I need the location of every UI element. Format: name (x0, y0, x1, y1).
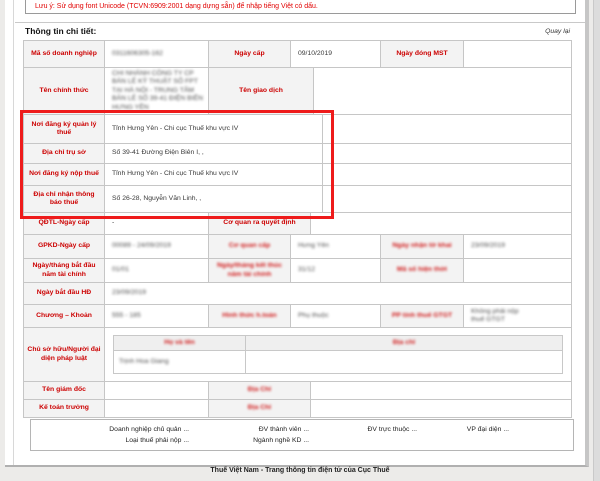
field-value (105, 400, 209, 418)
table-row: Chủ sở hữu/Người đại diện pháp luật Họ và… (24, 328, 572, 382)
table-row: Nơi đăng ký quản lý thuế Tỉnh Hưng Yên - … (24, 115, 572, 144)
related-link[interactable]: Loại thuế phải nộp ... (125, 437, 190, 444)
field-label: Hình thức h.toán (209, 305, 291, 328)
field-label: Kế toán trưởng (24, 400, 105, 418)
table-row: Ngày/tháng bắt đầu năm tài chính 01/01 Ngà… (24, 259, 572, 283)
field-value (311, 213, 572, 235)
owner-table-header: Họ và tên (114, 336, 246, 351)
field-value (105, 382, 209, 400)
field-label: QĐTL-Ngày cấp (24, 213, 105, 235)
table-row: Tên giám đốc Địa Chỉ (24, 382, 572, 400)
field-value: 01/01 (105, 259, 209, 283)
field-value: Không phải nộp thuế GTGT (464, 305, 572, 328)
table-row: Địa chỉ nhận thông báo thuế Số 26-28, Ngu… (24, 186, 572, 213)
field-value: - (105, 213, 209, 235)
field-label: Cơ quan cấp (209, 235, 291, 259)
owner-table-header: Địa chỉ (246, 336, 562, 351)
owner-representative-table-cell: Họ và tên Địa chỉ Trịnh Hoa Giang (105, 328, 572, 382)
field-value: CHI NHÁNH CÔNG TY CP BÁN LẺ KỸ THUẬT SỐ … (105, 68, 209, 115)
field-label: Ngày đóng MST (381, 41, 464, 68)
page-title: Thông tin chi tiết: (25, 26, 97, 36)
field-value: 09/10/2019 (291, 41, 381, 68)
field-label: Địa chỉ trụ sở (24, 144, 105, 164)
field-value (314, 68, 572, 115)
field-value: Phụ thuộc (291, 305, 381, 328)
field-label: Địa Chỉ (209, 400, 311, 418)
related-link[interactable]: ĐV trực thuộc ... (367, 426, 418, 433)
table-row: Kế toán trưởng Địa Chỉ (24, 400, 572, 418)
field-label: Mã số doanh nghiệp (24, 41, 105, 68)
field-value (311, 382, 572, 400)
table-row: Chương – Khoản 555 - 185 Hình thức h.toán P… (24, 305, 572, 328)
field-label: Nơi đăng ký nộp thuế (24, 164, 105, 186)
related-link[interactable]: Doanh nghiệp chủ quản ... (109, 426, 189, 433)
related-link[interactable]: Ngành nghề KD ... (253, 437, 309, 444)
field-value (464, 259, 572, 283)
field-label: Địa chỉ nhận thông báo thuế (24, 186, 105, 213)
field-value: Số 39-41 Đường Điện Biên I, , (105, 144, 323, 164)
field-label: Địa Chỉ (209, 382, 311, 400)
field-value: 0311606305-162 (105, 41, 209, 68)
field-label: GPKD-Ngày cấp (24, 235, 105, 259)
field-value: 23/09/2019 (105, 283, 572, 305)
table-row: Mã số doanh nghiệp 0311606305-162 Ngày cấp… (24, 41, 572, 68)
unicode-font-notice: Lưu ý: Sử dụng font Unicode (TCVN:6909:2… (25, 0, 576, 14)
field-label: Ngày/tháng bắt đầu năm tài chính (24, 259, 105, 283)
related-links-box: Doanh nghiệp chủ quản ... ĐV thành viên .… (30, 419, 574, 451)
field-label: PP tính thuế GTGT (381, 305, 464, 328)
field-label: Tên giám đốc (24, 382, 105, 400)
detail-table: Mã số doanh nghiệp 0311606305-162 Ngày cấp… (23, 40, 572, 418)
links-row: Doanh nghiệp chủ quản ... ĐV thành viên .… (31, 424, 573, 435)
field-label: Nơi đăng ký quản lý thuế (24, 115, 105, 144)
field-value: Số 26-28, Nguyễn Văn Linh, , (105, 186, 323, 213)
field-label: Chủ sở hữu/Người đại diện pháp luật (24, 328, 105, 382)
field-value (311, 400, 572, 418)
related-link[interactable]: VP đại diện ... (466, 426, 509, 433)
table-row: Ngày bắt đầu HĐ 23/09/2019 (24, 283, 572, 305)
related-link[interactable]: ĐV thành viên ... (258, 426, 309, 433)
field-label: Cơ quan ra quyết định (209, 213, 311, 235)
field-label: Tên chính thức (24, 68, 105, 115)
field-label: Ngày bắt đầu HĐ (24, 283, 105, 305)
table-row: QĐTL-Ngày cấp - Cơ quan ra quyết định (24, 213, 572, 235)
field-label: Chương – Khoản (24, 305, 105, 328)
field-label: Ngày/tháng kết thúc năm tài chính (209, 259, 291, 283)
field-value (323, 186, 572, 213)
field-label: Tên giao dịch (209, 68, 314, 115)
table-row: Nơi đăng ký nộp thuế Tỉnh Hưng Yên - Chi … (24, 164, 572, 186)
field-value (323, 115, 572, 144)
field-value: Tỉnh Hưng Yên - Chi cục Thuế khu vực IV (105, 115, 323, 144)
field-value (323, 144, 572, 164)
field-value: Tỉnh Hưng Yên - Chi cục Thuế khu vực IV (105, 164, 323, 186)
field-value: 00089 - 24/09/2019 (105, 235, 209, 259)
field-label: Mã số hiện thời (381, 259, 464, 283)
field-value (464, 41, 572, 68)
table-row: GPKD-Ngày cấp 00089 - 24/09/2019 Cơ quan c… (24, 235, 572, 259)
field-value: 23/09/2019 (464, 235, 572, 259)
field-value: 31/12 (291, 259, 381, 283)
browser-scrollbar[interactable] (593, 0, 600, 481)
field-label: Ngày cấp (209, 41, 291, 68)
table-row: Tên chính thức CHI NHÁNH CÔNG TY CP BÁN L… (24, 68, 572, 115)
field-value: 555 - 185 (105, 305, 209, 328)
table-row: Địa chỉ trụ sở Số 39-41 Đường Điện Biên I… (24, 144, 572, 164)
field-value (323, 164, 572, 186)
back-link[interactable]: Quay lại (545, 28, 570, 35)
owner-representative-table: Họ và tên Địa chỉ Trịnh Hoa Giang (113, 335, 563, 374)
panel-left-divider (13, 0, 14, 465)
field-value: Hưng Yên (291, 235, 381, 259)
links-row: Loại thuế phải nộp ... Ngành nghề KD ... (31, 435, 573, 446)
site-footer: Thuế Việt Nam - Trang thông tin điện tử … (210, 467, 390, 474)
field-label: Ngày nhận tờ khai (381, 235, 464, 259)
notice-text: Lưu ý: Sử dụng font Unicode (TCVN:6909:2… (35, 3, 318, 10)
owner-table-value: Trịnh Hoa Giang (114, 351, 246, 373)
section-divider (15, 22, 585, 23)
owner-table-value (246, 351, 562, 373)
